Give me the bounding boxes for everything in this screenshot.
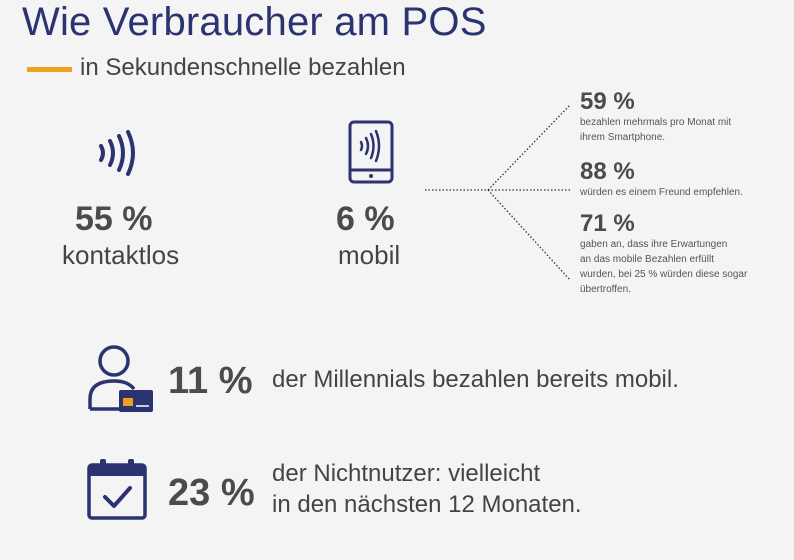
page-title: Wie Verbraucher am POS xyxy=(22,0,487,44)
contactless-icon xyxy=(95,128,145,178)
mobile-percent: 6 % xyxy=(336,200,395,238)
page-subtitle: in Sekundenschnelle bezahlen xyxy=(80,54,406,81)
side-stat-text: würden es einem Freund empfehlen. xyxy=(580,187,743,198)
side-stat-text: gaben an, dass ihre Erwartungen an das m… xyxy=(580,239,748,295)
row-text: der Nichtnutzer: vielleicht in den nächs… xyxy=(272,460,582,518)
connector-lines xyxy=(425,95,575,295)
person-card-icon xyxy=(86,343,156,415)
side-stat-percent: 88 % xyxy=(580,158,635,185)
calendar-check-icon xyxy=(86,457,148,521)
side-stat-percent: 59 % xyxy=(580,88,635,115)
contactless-percent: 55 % xyxy=(75,200,153,238)
smartphone-nfc-icon xyxy=(348,120,394,184)
contactless-label: kontaktlos xyxy=(62,240,180,270)
row-percent: 11 % xyxy=(168,360,253,402)
accent-bar xyxy=(27,67,72,72)
side-stat-percent: 71 % xyxy=(580,210,635,237)
mobile-label: mobil xyxy=(338,240,401,270)
row-percent: 23 % xyxy=(168,472,255,514)
row-text: der Millennials bezahlen bereits mobil. xyxy=(272,366,679,393)
side-stat-text: bezahlen mehrmals pro Monat mit ihrem Sm… xyxy=(580,117,732,143)
